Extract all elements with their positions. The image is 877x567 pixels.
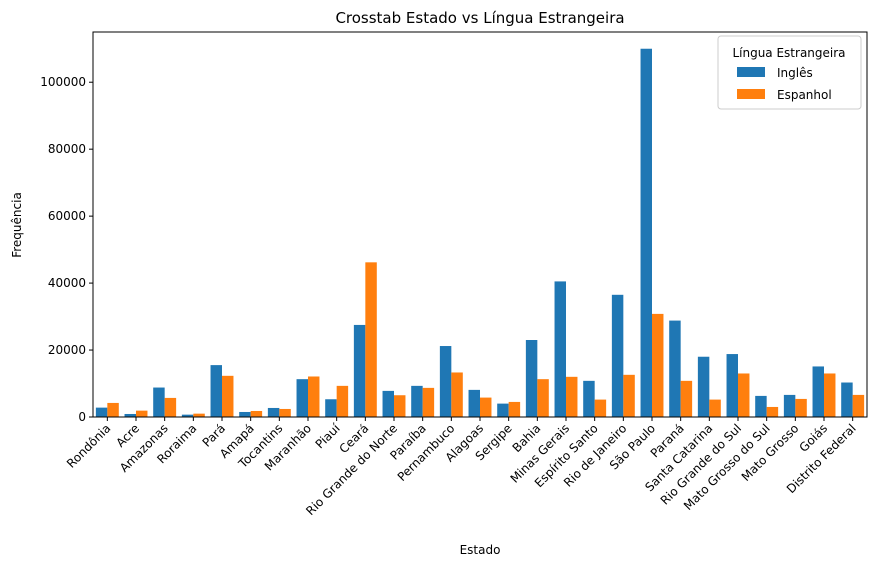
bar-espanhol-11 [422, 387, 435, 417]
bar-espanhol-13 [480, 397, 492, 417]
bar-espanhol-10 [394, 395, 406, 417]
bar-inglês-6 [267, 407, 280, 417]
bar-espanhol-1 [136, 410, 148, 417]
bar-espanhol-26 [852, 394, 865, 417]
bar-inglês-4 [210, 365, 222, 417]
bar-inglês-3 [181, 414, 194, 417]
bar-inglês-13 [468, 389, 480, 417]
bar-inglês-14 [497, 403, 509, 417]
bar-espanhol-21 [709, 399, 721, 417]
bar-inglês-8 [325, 399, 337, 417]
bar-espanhol-3 [193, 413, 205, 417]
bar-espanhol-20 [680, 380, 693, 417]
legend-title: Língua Estrangeira [732, 46, 845, 60]
y-tick-label: 20000 [48, 343, 86, 357]
bar-inglês-26 [841, 382, 853, 417]
bar-inglês-7 [296, 379, 308, 417]
bar-inglês-0 [95, 407, 108, 417]
y-axis: 0 20000 40000 60000 80000 100000 [40, 75, 93, 424]
chart-title: Crosstab Estado vs Língua Estrangeira [335, 9, 624, 27]
bar-espanhol-18 [623, 374, 635, 417]
bar-espanhol-14 [508, 401, 521, 417]
bar-espanhol-0 [107, 402, 119, 417]
bar-espanhol-12 [451, 372, 463, 417]
bar-espanhol-8 [336, 385, 349, 417]
bar-espanhol-19 [652, 313, 664, 417]
bar-inglês-16 [554, 281, 566, 417]
bar-espanhol-23 [766, 406, 779, 417]
bar-espanhol-2 [164, 397, 177, 417]
bar-espanhol-16 [566, 376, 578, 417]
bar-inglês-17 [583, 380, 595, 417]
bar-inglês-24 [783, 394, 796, 417]
bar-inglês-23 [755, 395, 767, 417]
bar-espanhol-9 [365, 262, 377, 417]
y-axis-label: Frequência [10, 192, 24, 258]
bar-inglês-11 [411, 385, 423, 417]
bar-inglês-18 [611, 294, 624, 417]
y-tick-label: 100000 [40, 75, 86, 89]
bar-inglês-15 [525, 340, 538, 417]
y-tick-label: 40000 [48, 276, 86, 290]
x-tick-label: Rondônia [64, 421, 113, 470]
bar-inglês-10 [382, 390, 394, 417]
bar-inglês-2 [153, 387, 165, 417]
legend-swatch-inglês [737, 67, 765, 77]
bar-inglês-22 [726, 354, 738, 417]
bar-inglês-21 [697, 356, 710, 417]
legend-label-inglês: Inglês [777, 66, 813, 80]
bar-espanhol-6 [279, 408, 291, 417]
bar-inglês-9 [353, 324, 366, 417]
x-axis-label: Estado [460, 543, 501, 557]
plot-area [92, 31, 868, 418]
bar-inglês-12 [439, 346, 452, 417]
bar-espanhol-24 [795, 398, 807, 417]
bar-espanhol-22 [738, 373, 750, 417]
bar-espanhol-4 [222, 375, 234, 417]
bar-inglês-19 [640, 48, 652, 417]
bar-inglês-1 [124, 413, 136, 417]
bar-espanhol-25 [824, 373, 836, 417]
bar-inglês-25 [812, 366, 824, 417]
bar-inglês-5 [239, 411, 251, 417]
legend-swatch-espanhol [737, 89, 765, 99]
bar-espanhol-5 [250, 410, 263, 417]
bar-espanhol-7 [308, 376, 320, 417]
bar-inglês-20 [669, 320, 681, 417]
y-tick-label: 80000 [48, 142, 86, 156]
y-tick-label: 0 [78, 410, 86, 424]
bar-espanhol-17 [594, 399, 607, 417]
y-tick-label: 60000 [48, 209, 86, 223]
legend-label-espanhol: Espanhol [777, 88, 832, 102]
bar-espanhol-15 [537, 379, 549, 417]
legend: Língua Estrangeira Inglês Espanhol [717, 35, 862, 110]
